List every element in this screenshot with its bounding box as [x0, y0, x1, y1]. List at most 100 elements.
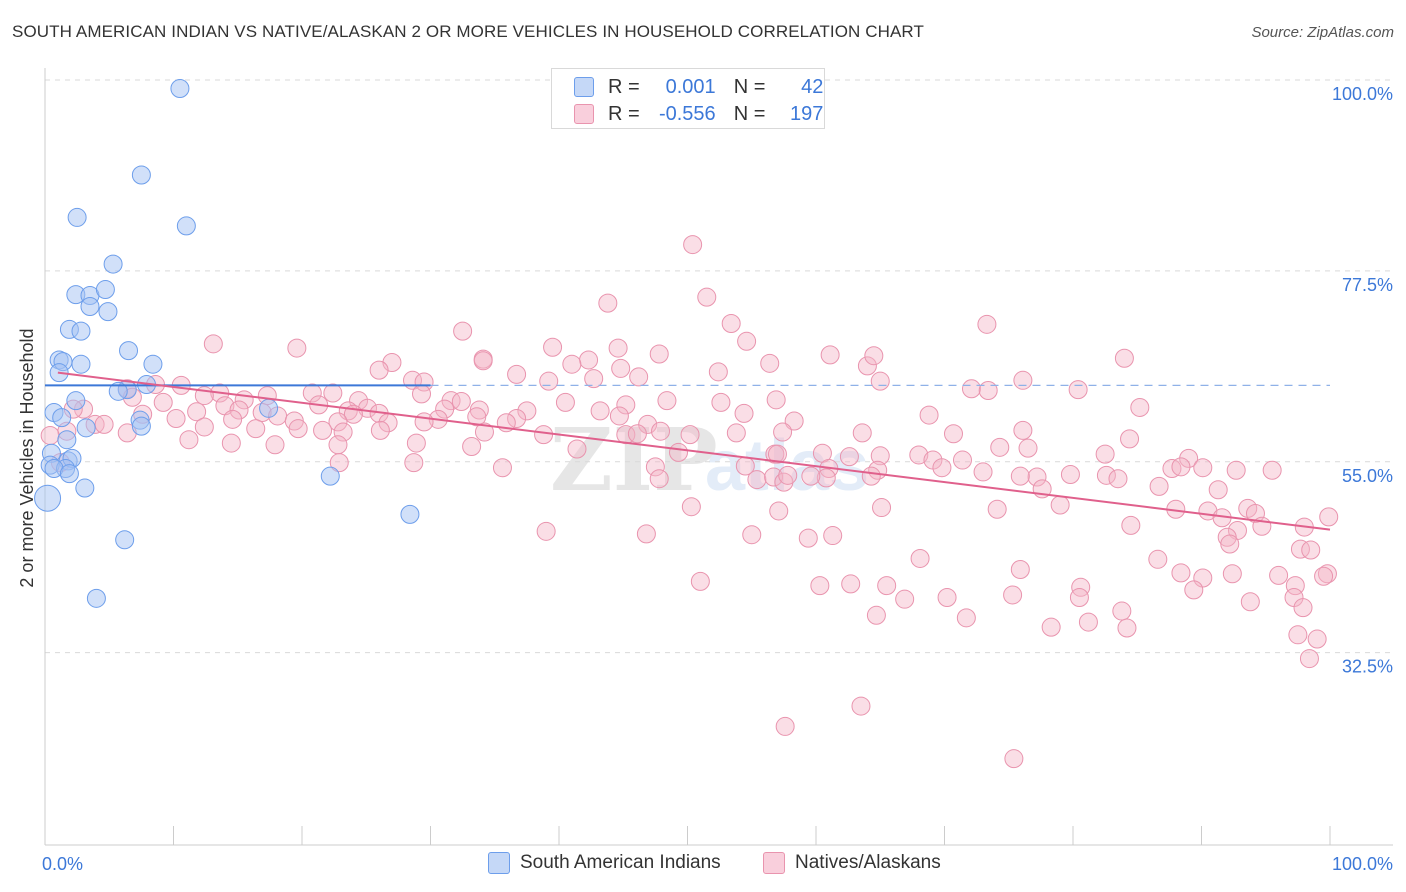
natives-alaskans-point: [645, 457, 665, 477]
natives-alaskans-point: [1240, 592, 1260, 612]
south-american-indians-point: [34, 484, 62, 512]
pink-swatch: [763, 852, 785, 874]
n-label: N =: [733, 102, 766, 125]
natives-alaskans-point: [649, 469, 669, 489]
natives-alaskans-point: [608, 338, 628, 358]
natives-alaskans-point: [313, 420, 333, 440]
natives-alaskans-point: [683, 235, 703, 255]
natives-alaskans-point: [288, 419, 308, 439]
south-american-indians-point: [66, 391, 86, 411]
legend-item-south-american-indians: South American Indians: [488, 852, 721, 874]
chart-source: Source: ZipAtlas.com: [1251, 24, 1394, 41]
natives-alaskans-point: [956, 608, 976, 628]
natives-alaskans-point: [636, 524, 656, 544]
natives-alaskans-point: [775, 716, 795, 736]
natives-alaskans-point: [1307, 629, 1327, 649]
south-american-indians-point: [108, 381, 128, 401]
natives-alaskans-point: [877, 576, 897, 596]
natives-alaskans-point: [328, 412, 348, 432]
natives-alaskans-point: [711, 392, 731, 412]
south-american-indians-point: [57, 430, 77, 450]
natives-alaskans-point: [769, 501, 789, 521]
natives-alaskans-point: [801, 466, 821, 486]
r-value: 0.001: [665, 75, 716, 98]
natives-alaskans-point: [1050, 495, 1070, 515]
natives-alaskans-point: [590, 401, 610, 421]
natives-alaskans-point: [1078, 612, 1098, 632]
south-american-indians-point: [320, 466, 340, 486]
natives-alaskans-point: [1301, 540, 1321, 560]
natives-alaskans-point: [839, 447, 859, 467]
natives-alaskans-point: [726, 423, 746, 443]
natives-alaskans-point: [1112, 601, 1132, 621]
south-american-indians-point: [259, 398, 279, 418]
natives-alaskans-point: [579, 350, 599, 370]
x-tick-label: 0.0%: [42, 854, 83, 874]
natives-alaskans-point: [708, 362, 728, 382]
natives-alaskans-point: [467, 407, 487, 427]
natives-alaskans-point: [1018, 438, 1038, 458]
y-axis-title: 2 or more Vehicles in Household: [17, 328, 37, 587]
natives-alaskans-point: [1148, 549, 1168, 569]
south-american-indians-point: [119, 341, 139, 361]
natives-alaskans-point: [229, 400, 249, 420]
pink-swatch: [574, 104, 594, 124]
natives-alaskans-point: [328, 435, 348, 455]
natives-alaskans-point: [536, 521, 556, 541]
natives-alaskans-point: [473, 351, 493, 371]
natives-alaskans-point: [852, 423, 872, 443]
natives-alaskans-point: [507, 364, 527, 384]
natives-alaskans-point: [492, 458, 512, 478]
natives-alaskans-point: [895, 589, 915, 609]
natives-alaskans-point: [778, 465, 798, 485]
legend-item-natives-alaskans: Natives/Alaskans: [763, 852, 941, 874]
south-american-indians-point: [176, 216, 196, 236]
natives-alaskans-point: [609, 406, 629, 426]
natives-alaskans-point: [1171, 563, 1191, 583]
natives-alaskans-point: [820, 345, 840, 365]
south-american-indians-point: [86, 588, 106, 608]
natives-alaskans-point: [1095, 444, 1115, 464]
natives-alaskans-point: [1013, 420, 1033, 440]
south-american-indians-point: [52, 408, 72, 428]
natives-alaskans-point: [94, 414, 114, 434]
south-american-indians-point: [103, 254, 123, 274]
natives-alaskans-point: [534, 425, 554, 445]
natives-alaskans-point: [627, 424, 647, 444]
natives-alaskans-point: [651, 421, 671, 441]
natives-alaskans-point: [816, 468, 836, 488]
natives-alaskans-point: [737, 331, 757, 351]
natives-alaskans-point: [973, 462, 993, 482]
natives-alaskans-point: [747, 470, 767, 490]
blue-swatch: [574, 77, 594, 97]
natives-alaskans-point: [864, 346, 884, 366]
natives-alaskans-point: [977, 314, 997, 334]
natives-alaskans-point: [1184, 580, 1204, 600]
natives-alaskans-point: [1121, 515, 1141, 535]
r-value: -0.556: [658, 102, 716, 125]
natives-alaskans-point: [451, 392, 471, 412]
natives-alaskans-point: [555, 392, 575, 412]
natives-alaskans-point: [1010, 559, 1030, 579]
south-american-indians-point: [59, 464, 79, 484]
natives-alaskans-point: [1013, 370, 1033, 390]
south-american-indians-point: [170, 78, 190, 98]
legend-label: South American Indians: [520, 852, 721, 873]
natives-alaskans-point: [1171, 457, 1191, 477]
natives-alaskans-point: [810, 576, 830, 596]
natives-alaskans-point: [221, 433, 241, 453]
natives-alaskans-point: [562, 354, 582, 374]
natives-alaskans-point: [1027, 467, 1047, 487]
natives-alaskans-point: [798, 528, 818, 548]
natives-alaskans-point: [323, 383, 343, 403]
y-tick-label: 55.0%: [1342, 466, 1393, 486]
natives-alaskans-point: [990, 437, 1010, 457]
natives-alaskans-point: [943, 424, 963, 444]
y-tick-label: 100.0%: [1332, 84, 1393, 104]
natives-alaskans-point: [1003, 585, 1023, 605]
south-american-indians-point: [98, 302, 118, 322]
natives-alaskans-point: [841, 574, 861, 594]
natives-alaskans-point: [462, 436, 482, 456]
natives-alaskans-point: [721, 313, 741, 333]
